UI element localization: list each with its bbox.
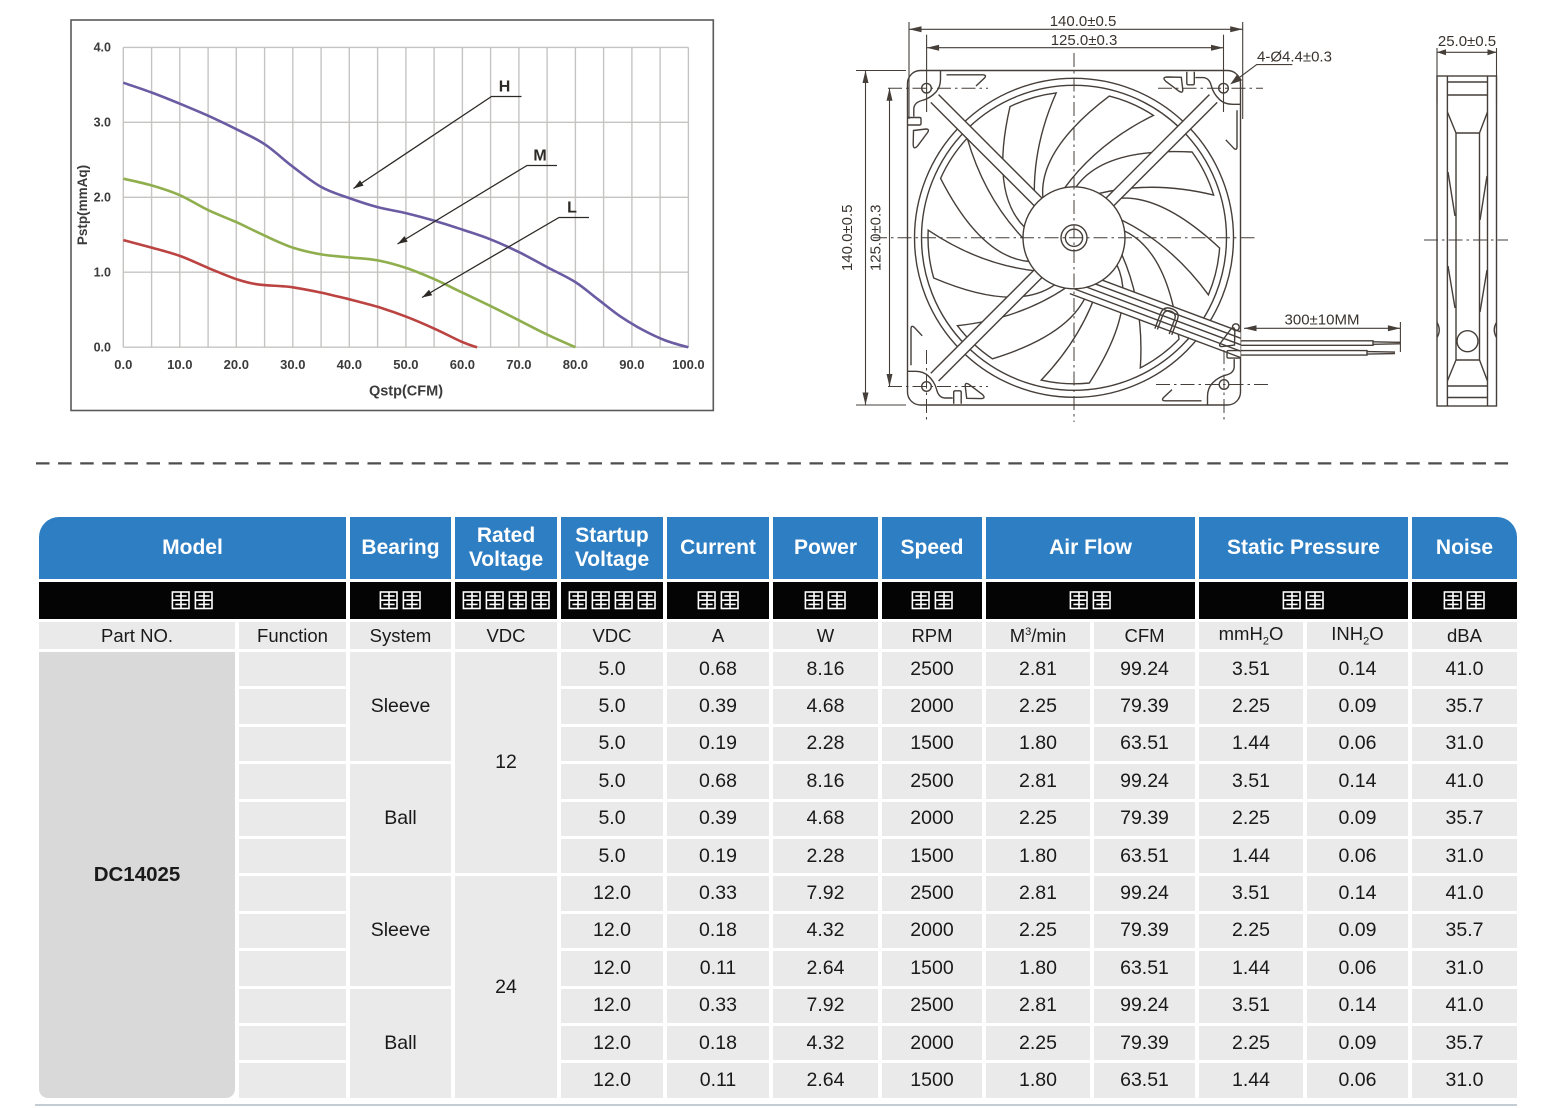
svg-text:140.0±0.5: 140.0±0.5 bbox=[1050, 13, 1117, 30]
svg-text:4.0: 4.0 bbox=[94, 41, 111, 55]
svg-text:125.0±0.3: 125.0±0.3 bbox=[1051, 32, 1118, 49]
svg-text:0.0: 0.0 bbox=[114, 357, 132, 372]
svg-text:30.0: 30.0 bbox=[280, 357, 305, 372]
svg-text:70.0: 70.0 bbox=[506, 357, 531, 372]
svg-text:80.0: 80.0 bbox=[563, 357, 588, 372]
svg-text:140.0±0.5: 140.0±0.5 bbox=[839, 204, 856, 271]
svg-text:25.0±0.5: 25.0±0.5 bbox=[1438, 33, 1496, 50]
svg-text:2.0: 2.0 bbox=[94, 191, 111, 205]
svg-text:L: L bbox=[567, 200, 577, 217]
svg-text:0.0: 0.0 bbox=[94, 341, 111, 355]
svg-text:60.0: 60.0 bbox=[450, 357, 475, 372]
svg-text:100.0: 100.0 bbox=[672, 357, 705, 372]
svg-text:20.0: 20.0 bbox=[224, 357, 249, 372]
svg-text:1.0: 1.0 bbox=[94, 266, 111, 280]
svg-text:40.0: 40.0 bbox=[337, 357, 362, 372]
svg-text:300±10MM: 300±10MM bbox=[1285, 312, 1360, 329]
svg-text:Pstp(mmAq): Pstp(mmAq) bbox=[75, 165, 90, 245]
svg-text:50.0: 50.0 bbox=[393, 357, 418, 372]
svg-text:4-Ø4.4±0.3: 4-Ø4.4±0.3 bbox=[1257, 49, 1332, 66]
svg-text:H: H bbox=[499, 79, 511, 96]
svg-text:90.0: 90.0 bbox=[619, 357, 644, 372]
svg-text:10.0: 10.0 bbox=[167, 357, 192, 372]
svg-text:125.0±0.3: 125.0±0.3 bbox=[868, 204, 885, 271]
svg-text:Qstp(CFM): Qstp(CFM) bbox=[369, 384, 443, 400]
svg-text:3.0: 3.0 bbox=[94, 116, 111, 130]
svg-text:M: M bbox=[533, 148, 546, 165]
